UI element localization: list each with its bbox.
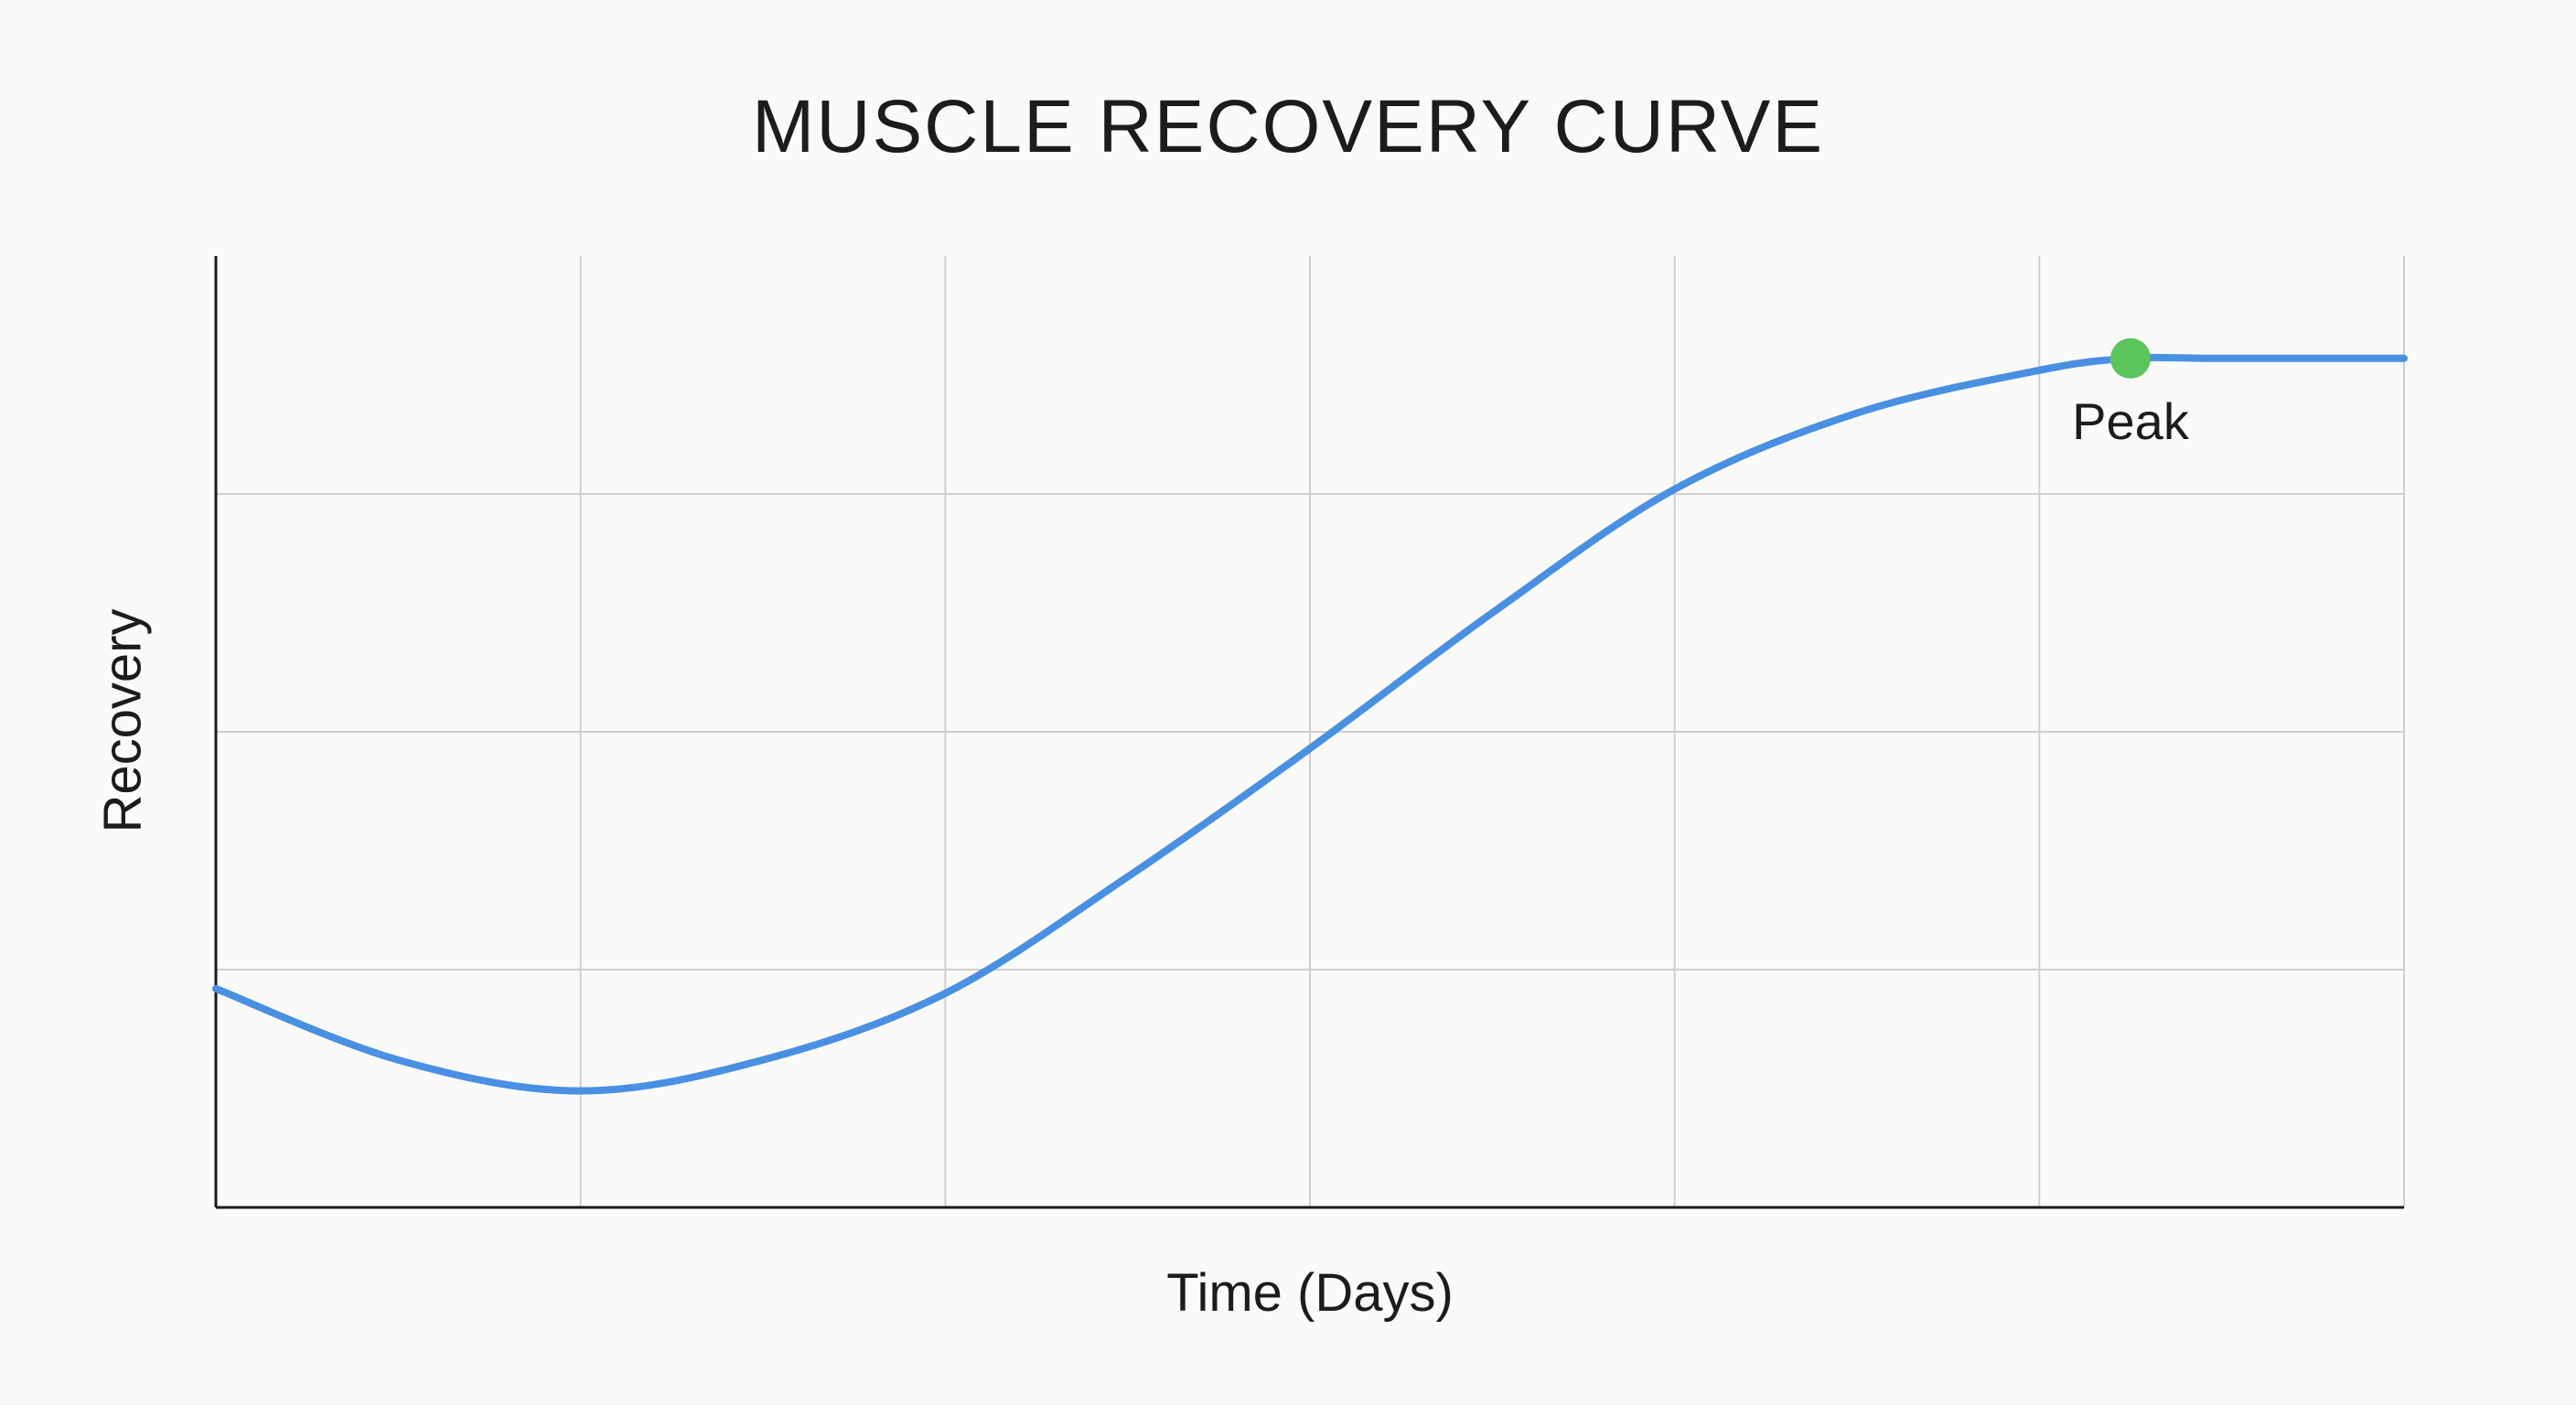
y-axis-label: Recovery [92, 608, 153, 833]
x-axis-label: Time (Days) [1166, 1263, 1454, 1323]
chart-title: MUSCLE RECOVERY CURVE [751, 85, 1825, 168]
series-line-0 [212, 353, 2408, 1095]
peak-label: Peak [2072, 391, 2189, 450]
peak-marker [2110, 338, 2151, 379]
axes [214, 256, 2404, 1209]
annotation-layer [2110, 338, 2151, 379]
series-layer [212, 353, 2408, 1095]
grid [216, 256, 2405, 1207]
